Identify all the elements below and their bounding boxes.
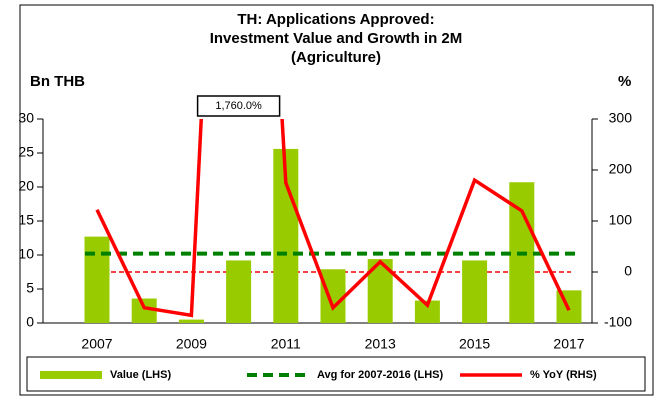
y-axis-label: Bn THB xyxy=(30,73,85,90)
x-tick-label: 2009 xyxy=(176,336,207,352)
bar xyxy=(84,236,110,323)
x-tick-label: 2007 xyxy=(81,336,112,352)
y-tick-label: 5 xyxy=(26,280,34,296)
line-series xyxy=(95,119,571,318)
chart-border xyxy=(19,4,654,396)
bar xyxy=(462,260,488,323)
legend-label: Value (LHS) xyxy=(110,369,171,381)
y2-tick-label: 0 xyxy=(624,263,632,279)
y-tick-label: 10 xyxy=(18,246,34,262)
y-tick-label: 15 xyxy=(18,212,34,228)
y-tick-label: 0 xyxy=(26,314,34,330)
x-tick-label: 2015 xyxy=(459,336,490,352)
bar xyxy=(414,300,440,323)
y-tick-label: 20 xyxy=(18,178,34,194)
y2-axis-label: % xyxy=(618,73,631,90)
y-tick-label: 25 xyxy=(18,144,34,160)
value-label: 1,760.0% xyxy=(215,100,262,112)
legend-box xyxy=(26,356,646,392)
chart-title: Investment Value and Growth in 2M xyxy=(210,30,463,47)
legend-swatch xyxy=(40,371,102,379)
x-tick-label: 2017 xyxy=(553,336,584,352)
x-tick-label: 2013 xyxy=(365,336,396,352)
value-label-box xyxy=(196,95,281,117)
bar xyxy=(226,260,252,323)
y2-tick-label: 200 xyxy=(609,161,633,177)
bar xyxy=(320,269,346,323)
y-tick-label: 30 xyxy=(18,110,34,126)
y2-tick-label: 100 xyxy=(609,212,633,228)
y2-tick-label: -100 xyxy=(604,314,632,330)
chart-title: TH: Applications Approved: xyxy=(237,11,434,28)
bar xyxy=(178,319,204,323)
x-tick-label: 2011 xyxy=(271,336,301,352)
chart-title: (Agriculture) xyxy=(291,49,381,66)
legend-label: Avg for 2007-2016 (LHS) xyxy=(317,369,443,381)
y2-tick-label: 300 xyxy=(609,110,633,126)
legend-label: % YoY (RHS) xyxy=(530,369,597,381)
